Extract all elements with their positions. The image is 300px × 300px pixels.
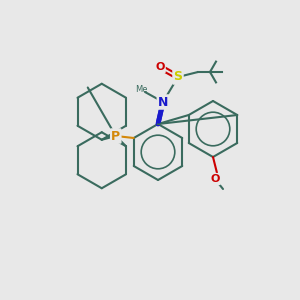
Text: P: P xyxy=(111,130,120,142)
Text: N: N xyxy=(158,95,168,109)
Text: Me: Me xyxy=(135,85,147,94)
Text: S: S xyxy=(173,70,182,83)
Text: O: O xyxy=(155,62,165,72)
Text: O: O xyxy=(210,174,220,184)
